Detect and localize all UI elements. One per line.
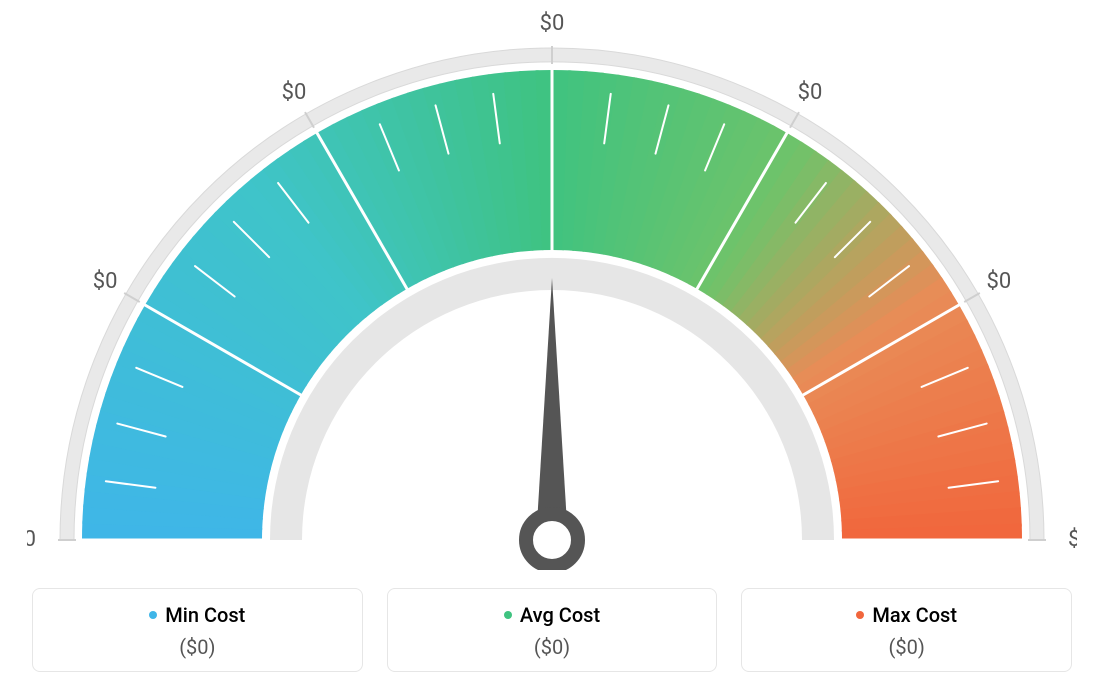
legend-card-avg: Avg Cost ($0) — [387, 588, 718, 672]
legend-row: Min Cost ($0) Avg Cost ($0) Max Cost ($0… — [32, 588, 1072, 672]
legend-title-min: Min Cost — [149, 603, 245, 627]
gauge-svg: $0 $0 $0 $0 $0 $0 $0 — [27, 10, 1077, 570]
legend-value-avg: ($0) — [398, 635, 707, 659]
svg-text:$0: $0 — [93, 269, 118, 294]
svg-text:$0: $0 — [798, 80, 823, 105]
legend-value-max: ($0) — [752, 635, 1061, 659]
legend-value-min: ($0) — [43, 635, 352, 659]
legend-label-max: Max Cost — [872, 603, 957, 627]
svg-text:$0: $0 — [282, 80, 307, 105]
legend-title-avg: Avg Cost — [504, 603, 600, 627]
gauge-chart: $0 $0 $0 $0 $0 $0 $0 — [27, 10, 1077, 570]
legend-dot-avg — [504, 611, 512, 619]
svg-text:$0: $0 — [540, 11, 565, 36]
legend-dot-max — [856, 611, 864, 619]
svg-text:$0: $0 — [987, 269, 1012, 294]
legend-card-min: Min Cost ($0) — [32, 588, 363, 672]
svg-text:$0: $0 — [1068, 527, 1077, 552]
legend-dot-min — [149, 611, 157, 619]
legend-card-max: Max Cost ($0) — [741, 588, 1072, 672]
legend-label-min: Min Cost — [165, 603, 245, 627]
svg-text:$0: $0 — [27, 527, 36, 552]
legend-label-avg: Avg Cost — [520, 603, 600, 627]
legend-title-max: Max Cost — [856, 603, 957, 627]
